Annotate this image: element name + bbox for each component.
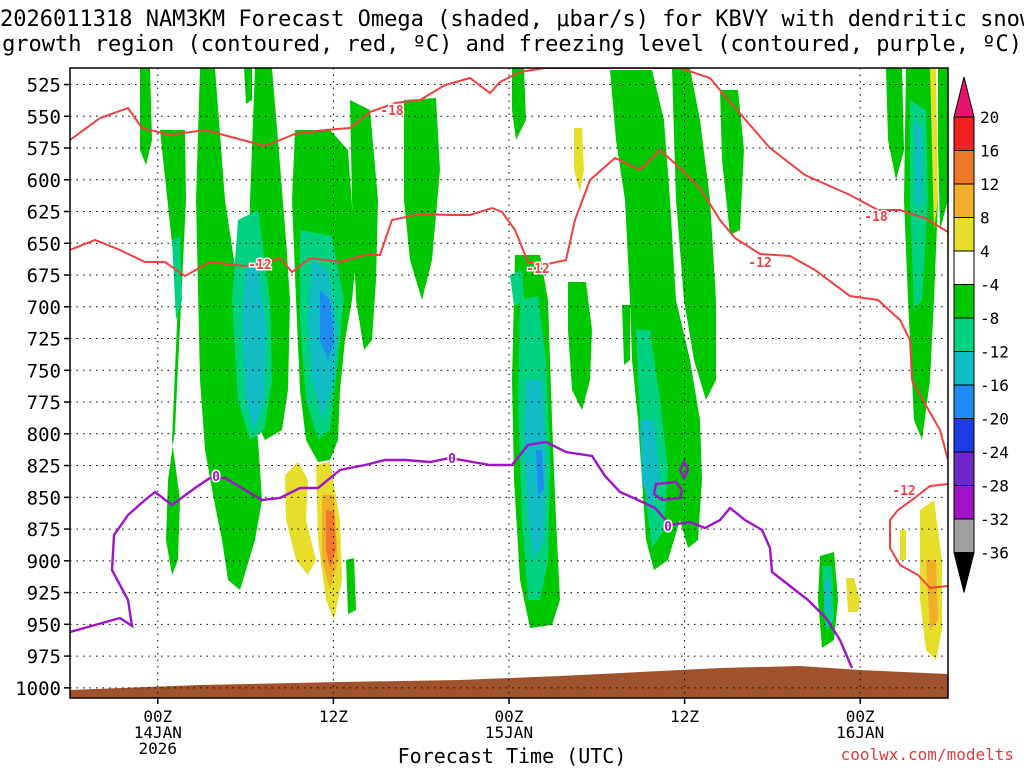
chart-title-line1: 2026011318 NAM3KM Forecast Omega (shaded… — [0, 7, 1024, 32]
y-tick-label: 825 — [27, 456, 61, 478]
colorbar-segment — [953, 284, 975, 319]
y-tick-label: 625 — [27, 202, 61, 224]
y-tick-label: 600 — [27, 170, 61, 192]
colorbar-segment — [953, 351, 975, 386]
colorbar-label: 16 — [980, 142, 999, 161]
omega-shade-yellow — [285, 68, 942, 660]
colorbar-bottom-arrow — [953, 552, 975, 593]
x-tick-label: 00Z — [143, 707, 172, 726]
y-tick-label: 875 — [27, 519, 61, 541]
contour-label: -18 — [864, 210, 888, 225]
dgz-contour-18 — [70, 68, 948, 233]
colorbar-label: -24 — [980, 443, 1009, 462]
colorbar-segment — [953, 451, 975, 486]
contour-labels: -18 -12 -12 -12 -18 -12 0 0 0 — [211, 103, 918, 537]
colorbar-label: -8 — [980, 309, 999, 328]
dgz-contour-12 — [70, 148, 948, 461]
terrain-fill — [70, 666, 948, 698]
colorbar-label: -36 — [980, 544, 1009, 563]
contour-label: -12 — [748, 256, 771, 271]
colorbar-label: -28 — [980, 477, 1009, 496]
colorbar-segment — [953, 183, 975, 218]
colorbar-segment — [953, 150, 975, 185]
freezing-contours — [70, 440, 854, 669]
colorbar-label: 4 — [980, 242, 990, 261]
colorbar-label: 8 — [980, 209, 990, 228]
y-tick-label: 1000 — [15, 678, 61, 700]
colorbar-segment — [953, 384, 975, 419]
colorbar-label: -16 — [980, 376, 1009, 395]
x-tick-year: 2026 — [139, 739, 178, 758]
colorbar-label: 20 — [980, 108, 999, 127]
colorbar-segment — [953, 485, 975, 520]
colorbar-label: -4 — [980, 276, 999, 295]
colorbar-segment — [953, 116, 975, 151]
y-tick-label: 650 — [27, 233, 61, 255]
y-tick-label: 950 — [27, 614, 61, 636]
colorbar-top-arrow — [953, 76, 975, 118]
contour-label: -18 — [380, 104, 404, 119]
contour-label: -12 — [248, 258, 271, 273]
omega-shade-cyan — [242, 120, 922, 612]
y-tick-label: 675 — [27, 265, 61, 287]
y-tick-label: 775 — [27, 392, 61, 414]
dgz-contours — [70, 68, 948, 590]
colorbar-label: -32 — [980, 510, 1009, 529]
y-tick-label: 925 — [27, 583, 61, 605]
x-tick-label: 00Z — [846, 707, 875, 726]
x-tick-date: 16JAN — [836, 723, 884, 742]
y-tick-label: 725 — [27, 329, 61, 351]
y-tick-label: 550 — [27, 106, 61, 128]
x-tick-label: 12Z — [670, 707, 699, 726]
y-tick-label: 525 — [27, 75, 61, 97]
contour-label: 0 — [448, 452, 456, 467]
colorbar-segment — [953, 217, 975, 252]
y-tick-label: 975 — [27, 646, 61, 668]
y-tick-label: 900 — [27, 551, 61, 573]
contour-label: -12 — [526, 262, 549, 277]
colorbar-label: -12 — [980, 343, 1009, 362]
y-tick-label: 850 — [27, 487, 61, 509]
colorbar-label: -20 — [980, 410, 1009, 429]
colorbar-segment — [953, 317, 975, 352]
x-tick-label: 12Z — [319, 707, 348, 726]
freezing-level-island — [652, 480, 684, 502]
x-tick-date: 15JAN — [485, 723, 533, 742]
colorbar-label: 12 — [980, 175, 999, 194]
contour-label: 0 — [664, 520, 672, 535]
x-axis-title: Forecast Time (UTC) — [397, 744, 627, 768]
x-tick-date: 14JAN — [134, 723, 182, 742]
y-tick-label: 800 — [27, 424, 61, 446]
credit-text: coolwx.com/modelts — [840, 745, 1014, 764]
colorbar: 20 16 12 8 4 -4 -8 -12 -16 -20 -24 -28 -32 -36 — [953, 76, 1009, 593]
omega-shade-gold — [322, 495, 938, 630]
freezing-level-contour — [70, 440, 854, 669]
contour-label: 0 — [212, 470, 220, 485]
freezing-level-small — [678, 459, 690, 481]
y-tick-label: 700 — [27, 297, 61, 319]
colorbar-segment — [953, 418, 975, 453]
colorbar-segment — [953, 250, 975, 285]
y-axis: 525 550 575 600 625 650 675 700 725 750 775 800 825 8… — [15, 75, 70, 700]
chart-title-line2: growth region (contoured, red, ºC) and f… — [2, 32, 1022, 57]
contour-label: -12 — [892, 484, 915, 499]
x-tick-label: 00Z — [495, 707, 524, 726]
y-tick-label: 575 — [27, 138, 61, 160]
omega-shading — [70, 68, 948, 698]
dgz-contour-12b — [889, 483, 948, 590]
colorbar-segment — [953, 518, 975, 553]
omega-shade-blue — [320, 290, 544, 495]
y-tick-label: 750 — [27, 360, 61, 382]
